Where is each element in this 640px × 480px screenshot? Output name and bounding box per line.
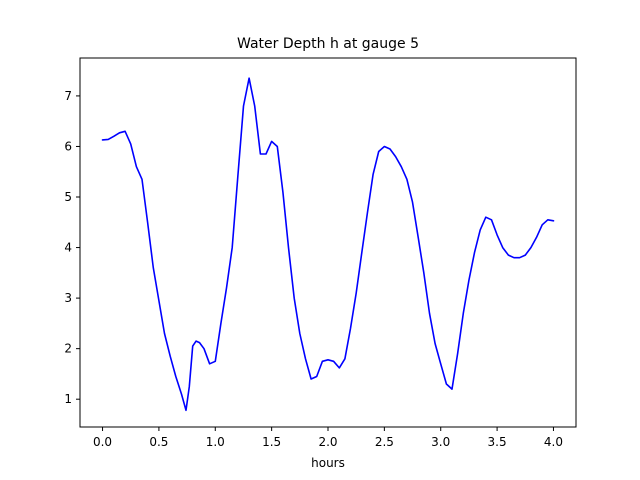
series-layer [101,77,555,412]
series-line [101,77,555,412]
y-tick-label: 1 [64,392,72,406]
x-tick-label: 3.5 [488,435,507,449]
x-tick-label: 4.0 [544,435,563,449]
y-tick-label: 4 [64,241,72,255]
chart-title: Water Depth h at gauge 5 [237,36,419,52]
y-tick-label: 5 [64,190,72,204]
x-axis-title: hours [311,456,345,470]
plot-frame [79,57,577,428]
y-axis-ticks: 1 2 3 4 5 6 7 [64,89,80,406]
x-tick-label: 3.0 [431,435,450,449]
y-tick-label: 7 [64,89,72,103]
y-tick-label: 3 [64,291,72,305]
x-tick-label: 1.5 [262,435,281,449]
y-tick-label: 2 [64,342,72,356]
x-tick-label: 0.5 [149,435,168,449]
x-tick-label: 1.0 [206,435,225,449]
x-tick-label: 2.0 [318,435,337,449]
x-tick-label: 2.5 [375,435,394,449]
x-axis-ticks: 0.0 0.5 1.0 1.5 2.0 2.5 3.0 3.5 4.0 [93,427,563,449]
x-tick-label: 0.0 [93,435,112,449]
y-tick-label: 6 [64,139,72,153]
